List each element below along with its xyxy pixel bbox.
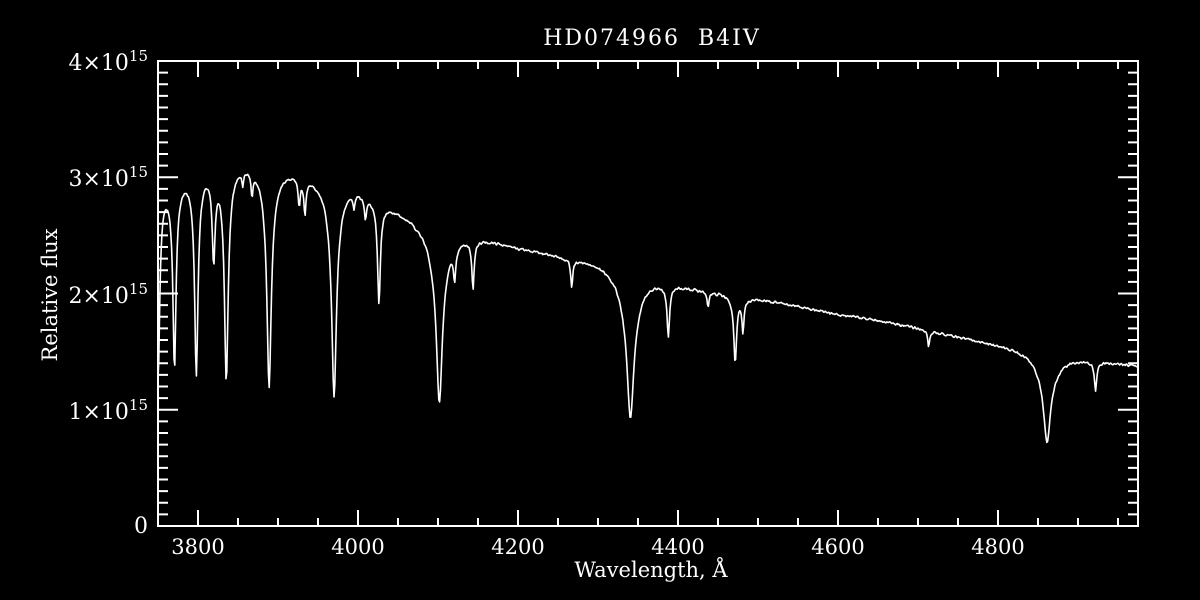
plot-title: HD074966 B4IV xyxy=(543,26,761,51)
y-tick-label-3e15: 3×1015 xyxy=(68,163,148,192)
y-tick-exponent: 15 xyxy=(129,47,148,65)
y-tick-exponent: 15 xyxy=(129,163,148,181)
x-tick-label-4000: 4000 xyxy=(331,535,384,559)
y-tick-base: 3×10 xyxy=(68,167,128,192)
x-axis-label: Wavelength, Å xyxy=(574,557,728,582)
y-tick-label-2e15: 2×1015 xyxy=(68,280,148,309)
x-tick-label-4600: 4600 xyxy=(811,535,864,559)
x-tick-label-4400: 4400 xyxy=(651,535,704,559)
y-tick-base: 2×10 xyxy=(68,284,128,309)
y-tick-exponent: 15 xyxy=(129,396,148,414)
x-tick-label-4200: 4200 xyxy=(491,535,544,559)
y-tick-base: 1×10 xyxy=(68,400,128,425)
y-axis-label: Relative flux xyxy=(38,228,62,361)
spectrum-line xyxy=(157,173,1139,444)
x-tick-label-3800: 3800 xyxy=(171,535,224,559)
y-tick-label-0: 0 xyxy=(134,514,148,539)
y-tick-label-4e15: 4×1015 xyxy=(68,47,148,76)
y-tick-base: 0 xyxy=(134,514,148,539)
y-tick-label-1e15: 1×1015 xyxy=(68,396,148,425)
y-tick-exponent: 15 xyxy=(129,280,148,298)
y-tick-base: 4×10 xyxy=(68,51,128,76)
x-tick-label-4800: 4800 xyxy=(971,535,1024,559)
